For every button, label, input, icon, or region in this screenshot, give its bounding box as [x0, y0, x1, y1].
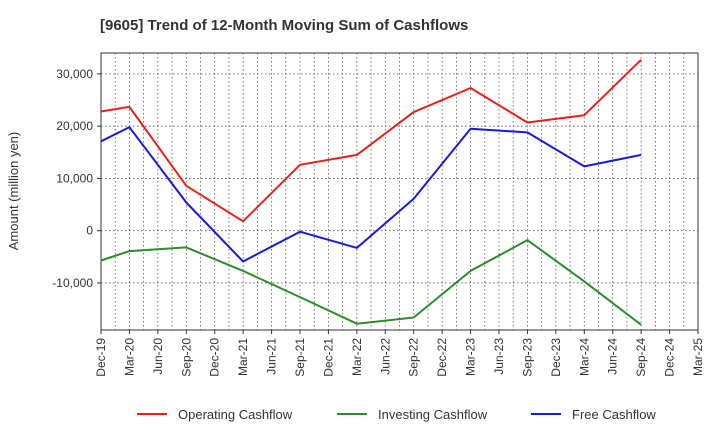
x-tick-label: Sep-21 [293, 338, 307, 377]
x-tick-label: Jun-24 [606, 338, 620, 375]
x-tick-label: Sep-23 [520, 338, 534, 377]
x-tick-label: Dec-22 [435, 338, 449, 377]
legend-label-free-cashflow: Free Cashflow [572, 407, 656, 422]
y-axis-label: Amount (million yen) [6, 132, 21, 251]
x-tick-label: Dec-24 [663, 338, 677, 377]
x-tick-label: Sep-24 [634, 338, 648, 377]
x-tick-label: Dec-23 [549, 338, 563, 377]
x-tick-label: Sep-22 [407, 338, 421, 377]
chart-title: [9605] Trend of 12-Month Moving Sum of C… [100, 17, 468, 34]
legend: Operating Cashflow Investing Cashflow Free… [137, 407, 656, 422]
legend-label-operating-cashflow: Operating Cashflow [178, 407, 293, 422]
x-tick-label: Jun-21 [265, 338, 279, 375]
series-lines [100, 59, 642, 326]
x-tick-label: Mar-21 [236, 338, 250, 376]
x-tick-label: Mar-22 [350, 338, 364, 376]
x-tick-label: Mar-25 [691, 338, 705, 376]
x-tick-label: Dec-20 [208, 338, 222, 377]
y-tick-label: -10,000 [52, 276, 93, 290]
x-axis-ticks: Dec-19 Mar-20 Jun-20 Sep-20 Dec-20 Mar-21 Jun-… [94, 330, 705, 377]
grid-lines [100, 53, 699, 330]
y-tick-label: 30,000 [56, 67, 93, 81]
legend-label-investing-cashflow: Investing Cashflow [378, 407, 488, 422]
y-tick-label: 20,000 [56, 119, 93, 133]
x-tick-label: Jun-23 [492, 338, 506, 375]
y-tick-label: 10,000 [56, 171, 93, 185]
y-axis-ticks: -10,000 0 10,000 20,000 30,000 [52, 67, 101, 290]
series-line-operating-cashflow [100, 59, 642, 223]
series-line-free-cashflow [100, 126, 642, 263]
x-tick-label: Dec-21 [321, 338, 335, 377]
x-tick-label: Mar-24 [577, 338, 591, 376]
x-tick-label: Mar-23 [464, 338, 478, 376]
x-tick-label: Jun-20 [151, 338, 165, 375]
plot-area-frame [100, 52, 699, 331]
series-line-investing-cashflow [100, 239, 642, 326]
x-tick-label: Mar-20 [122, 338, 136, 376]
y-tick-label: 0 [86, 224, 93, 238]
x-tick-label: Dec-19 [94, 338, 108, 377]
x-tick-label: Sep-20 [179, 338, 193, 377]
x-tick-label: Jun-22 [378, 338, 392, 375]
